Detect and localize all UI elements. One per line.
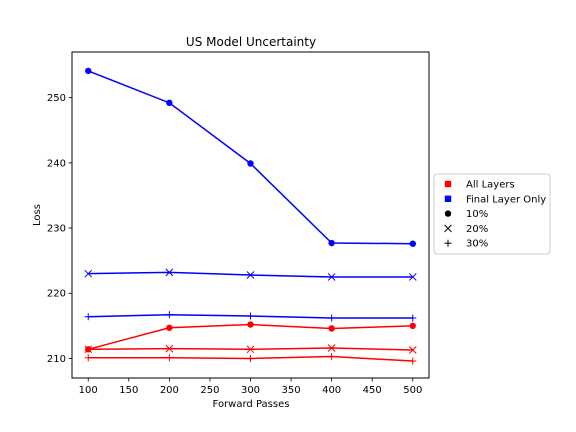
data-point-stroke [165,268,174,277]
plot-frame [71,51,430,379]
data-point-stroke [246,271,255,279]
legend-entry: 20% [444,224,488,235]
series-line [84,268,417,281]
data-point [247,354,254,362]
x-tick-label: 150 [119,385,138,396]
x-tick-label: 350 [282,385,301,396]
series-path [88,323,413,351]
x-axis-label: Forward Passes [213,399,290,410]
data-point [84,354,92,362]
data-point-stroke [84,269,93,278]
x-tick-label: 200 [160,385,179,396]
legend-marker [444,239,452,247]
data-point [328,239,335,247]
series-line [84,344,417,354]
legend-entry: 30% [444,239,488,250]
series-line [84,352,417,365]
data-point [165,344,174,353]
data-point-stroke [408,273,417,281]
legend-label: Final Layer Only [466,194,546,205]
data-point [165,268,174,277]
x-tick-label: 450 [363,385,382,396]
legend-label: All Layers [466,180,515,191]
legend-items: All Layers Final Layer Only 10% 20% 30% [444,180,546,250]
data-point [84,345,93,354]
data-point [247,321,254,328]
data-point [166,99,173,107]
legend-marker [444,195,452,202]
data-point-stroke [84,345,93,354]
data-point-stroke [246,345,255,354]
legend-label: 30% [466,239,488,250]
data-point-stroke [327,344,336,352]
data-point [328,314,336,322]
x-tick-label: 300 [241,385,260,396]
data-point [85,67,92,75]
legend-entry: All Layers [444,180,515,191]
series-layer [84,67,417,365]
data-point [327,344,336,352]
legend-marker [444,210,452,217]
data-point [247,160,254,167]
data-point-stroke [165,344,174,353]
legend-frame [433,173,551,255]
data-point [408,346,417,354]
axis-ticks: 100 150 200 250 300 350 400 450 500 210 220 230 240 2… [47,93,422,396]
data-point [409,240,416,247]
data-point [166,324,173,331]
data-point-stroke [408,346,417,354]
data-point [409,357,417,365]
data-point [165,354,173,362]
legend-label: 10% [466,209,488,220]
series-path [87,70,413,245]
x-tick-label: 100 [79,385,98,396]
y-tick-label: 220 [47,289,66,300]
legend-marker [444,224,452,233]
y-tick-label: 210 [47,354,66,365]
data-point [328,325,335,332]
data-point [247,312,254,320]
y-tick-label: 250 [47,93,66,104]
series-line [84,311,417,322]
data-point [328,352,336,360]
data-point-stroke [327,273,336,281]
data-point [84,269,93,278]
x-tick-label: 500 [403,385,422,396]
y-tick-label: 240 [47,158,66,169]
x-tick-label: 250 [200,385,219,396]
data-point [165,311,173,319]
legend-entry: 10% [444,209,488,220]
chart-title: US Model Uncertainty [186,35,316,49]
series-line [85,321,416,353]
data-point [408,273,417,281]
x-tick-label: 400 [322,385,341,396]
legend-entry: Final Layer Only [444,194,546,205]
legend-label: 20% [466,224,488,235]
legend-marker [444,180,452,188]
data-point [409,322,416,330]
data-point [409,314,417,322]
y-axis-label: Loss [32,204,43,226]
series-line [85,67,416,247]
legend: All Layers Final Layer Only 10% 20% 30% [433,173,551,255]
data-point [246,271,255,279]
data-point [327,273,336,281]
data-point [246,345,255,354]
legend-marker-stroke [444,224,452,233]
data-point [84,313,92,321]
y-tick-label: 230 [47,224,66,235]
